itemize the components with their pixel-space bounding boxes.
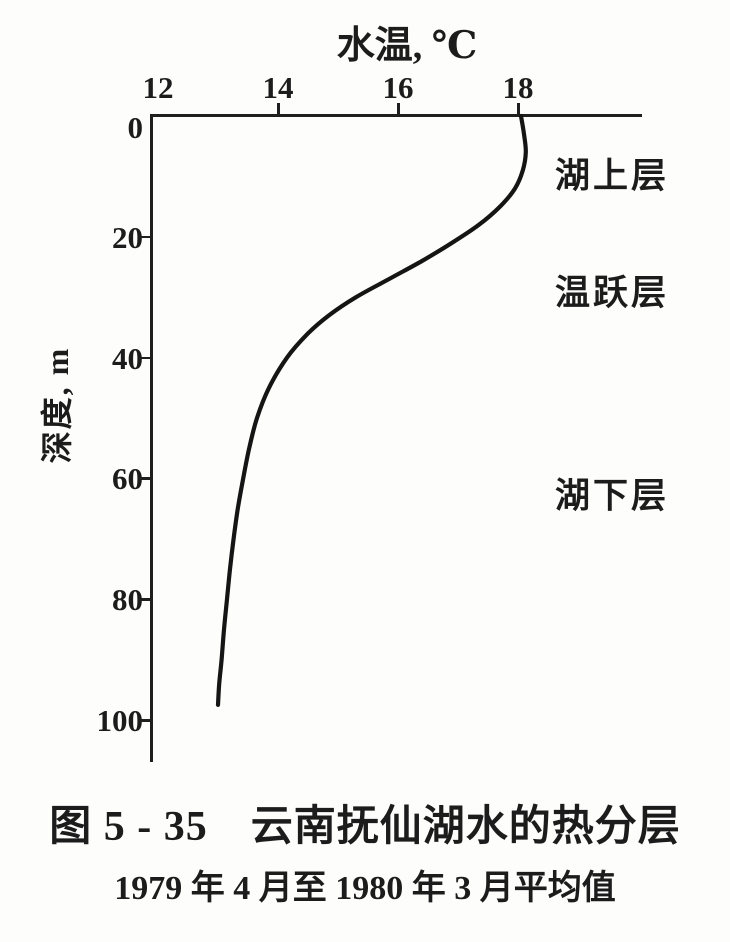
y-tick-mark: [139, 235, 150, 239]
y-tick-label: 0: [127, 110, 144, 145]
y-tick-mark: [139, 719, 150, 722]
y-tick-label: 60: [112, 461, 143, 497]
y-tick-label: 40: [112, 340, 143, 376]
x-tick-mark: [517, 103, 520, 114]
y-tick-mark: [139, 598, 150, 601]
x-tick-label: 12: [142, 70, 174, 105]
layer-label: 温跃层: [554, 273, 670, 313]
figure-caption: 图 5 - 35 云南抚仙湖水的热分层: [49, 804, 681, 850]
x-axis-title: 水温, ℃: [336, 25, 478, 67]
y-tick-mark: [139, 477, 150, 480]
y-tick-label: 20: [112, 219, 143, 255]
x-tick-label: 16: [382, 70, 414, 105]
y-tick-label: 100: [96, 703, 144, 738]
y-tick-label: 80: [112, 582, 143, 618]
temperature-profile-curve: [215, 113, 528, 707]
y-tick-mark: [139, 356, 150, 360]
x-tick-mark: [397, 103, 400, 114]
x-tick-mark: [277, 103, 280, 114]
x-tick-label: 14: [262, 70, 294, 105]
x-tick-label: 18: [502, 70, 534, 105]
layer-label: 湖下层: [554, 476, 670, 516]
y-axis-line: [150, 114, 153, 762]
layer-label: 湖上层: [554, 156, 670, 196]
figure-subcaption: 1979 年 4 月至 1980 年 3 月平均值: [114, 870, 616, 907]
x-axis-line: [150, 114, 642, 117]
